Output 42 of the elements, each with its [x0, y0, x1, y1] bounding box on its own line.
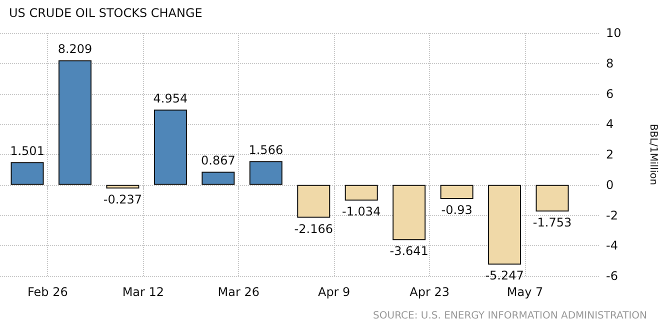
y-tick-label: -2 [606, 208, 618, 222]
bar [249, 161, 282, 185]
bar [440, 184, 474, 199]
y-tick-label: 6 [606, 86, 614, 101]
bar [536, 184, 569, 212]
data-label: 4.954 [153, 92, 188, 106]
data-label: -1.753 [532, 216, 572, 230]
y-tick-label: -6 [606, 269, 618, 283]
x-tick-label: Mar 26 [218, 285, 260, 299]
bar [58, 60, 92, 185]
x-tick-label: Apr 9 [318, 285, 350, 299]
data-label: 1.501 [10, 144, 44, 158]
y-axis-title: BBL/1Million [648, 124, 658, 186]
data-label: 1.566 [248, 143, 284, 158]
x-tick-label: Mar 12 [122, 285, 164, 299]
bar [344, 184, 378, 201]
bar [392, 184, 426, 240]
chart-title: US CRUDE OIL STOCKS CHANGE [9, 6, 202, 20]
y-tick-label: 8 [606, 56, 614, 70]
x-tick-label: Apr 23 [410, 285, 450, 299]
data-label: -0.237 [103, 192, 142, 206]
bar [297, 184, 330, 218]
x-tick-label: Feb 26 [28, 285, 68, 299]
y-tick-label: 2 [606, 148, 614, 162]
y-tick-label: 10 [606, 26, 622, 40]
bar [154, 110, 187, 185]
y-tick-label: -4 [606, 238, 618, 253]
y-tick-label: 0 [606, 178, 614, 192]
source-note: SOURCE: U.S. ENERGY INFORMATION ADMINISTRATION [373, 310, 648, 322]
data-label: -5.247 [485, 268, 524, 283]
data-label: 8.209 [58, 42, 92, 56]
x-tick-label: May 7 [506, 285, 544, 299]
y-tick-label: 4 [606, 117, 614, 132]
data-label: -1.034 [342, 204, 381, 219]
bar [202, 172, 235, 185]
bar [10, 162, 44, 185]
bar [106, 184, 140, 188]
bar [488, 184, 522, 265]
data-label: -3.641 [390, 244, 428, 258]
data-label: -2.166 [294, 222, 333, 236]
data-label: 0.867 [201, 154, 236, 168]
data-label: -0.93 [441, 203, 472, 217]
